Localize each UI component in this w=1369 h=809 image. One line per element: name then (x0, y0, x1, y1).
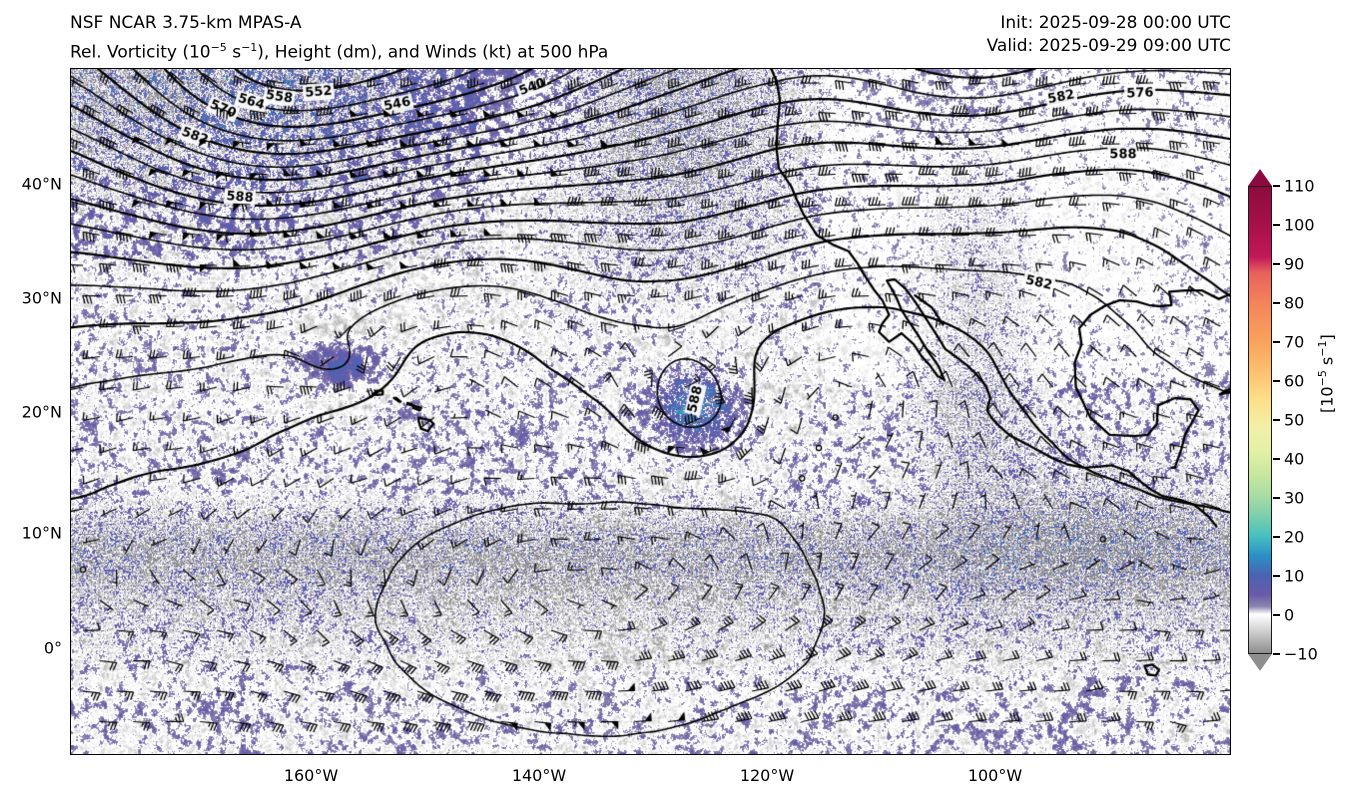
valid-time-label: Valid: 2025-09-29 09:00 UTC (986, 36, 1231, 56)
colorbar-tick-mark (1273, 653, 1280, 655)
colorbar-tick-mark (1273, 536, 1280, 538)
colorbar-tick-mark (1273, 380, 1280, 382)
colorbar-tick-label: 0 (1284, 605, 1295, 625)
colorbar-unit-label: [10−5 s−1] (1316, 334, 1336, 413)
field-title-pre: Rel. Vorticity (10 (70, 42, 211, 63)
colorbar-tick-mark (1273, 458, 1280, 460)
colorbar-tick-label: 110 (1284, 176, 1315, 196)
colorbar-tick-mark (1273, 185, 1280, 187)
colorbar-tick-label: 20 (1284, 527, 1305, 547)
title-block: NSF NCAR 3.75-km MPAS-A Rel. Vorticity (… (70, 12, 770, 66)
init-time-label: Init: 2025-09-28 00:00 UTC (1000, 13, 1231, 33)
colorbar-tick-label: 40 (1284, 449, 1305, 469)
longitude-tick-label: 100°W (967, 766, 1023, 785)
cbar-unit-post: ] (1317, 334, 1337, 341)
field-title-exponent-1: −5 (210, 41, 227, 54)
colorbar-gradient (1248, 186, 1272, 654)
longitude-tick-label: 160°W (283, 766, 339, 785)
model-title: NSF NCAR 3.75-km MPAS-A (70, 13, 302, 33)
cbar-unit-exponent-2: −1 (1316, 340, 1329, 357)
field-title-mid: s (226, 42, 242, 63)
cbar-unit-mid: s (1317, 356, 1337, 371)
colorbar-tick-label: 50 (1284, 410, 1305, 430)
cbar-unit-exponent-1: −5 (1316, 370, 1329, 387)
colorbar-tick-label: 100 (1284, 215, 1315, 235)
latitude-tick-label: 20°N (21, 402, 62, 422)
colorbar-extend-min-arrow (1248, 654, 1272, 671)
colorbar-tick-label: 60 (1284, 371, 1305, 391)
longitude-tick-label: 120°W (739, 766, 795, 785)
colorbar-tick-mark (1273, 497, 1280, 499)
colorbar-tick-mark (1273, 614, 1280, 616)
colorbar-tick-label: 90 (1284, 254, 1305, 274)
colorbar-tick-mark (1273, 341, 1280, 343)
field-title-exponent-2: −1 (241, 41, 258, 54)
vorticity-height-wind-map (71, 69, 1230, 754)
colorbar: 110 100 90 80 70 60 50 40 30 20 10 0 −10 (1248, 169, 1318, 671)
field-title: Rel. Vorticity (10−5 s−1), Height (dm), … (70, 35, 770, 66)
colorbar-extend-max-arrow (1248, 169, 1272, 186)
map-plot-area (70, 68, 1231, 755)
latitude-tick-label: 10°N (21, 523, 62, 543)
latitude-tick-label: 30°N (21, 288, 62, 308)
field-title-post: ), Height (dm), and Winds (kt) at 500 hP… (257, 42, 609, 63)
colorbar-tick-mark (1273, 263, 1280, 265)
longitude-tick-label: 140°W (511, 766, 567, 785)
time-stamp-block: Init: 2025-09-28 00:00 UTC Valid: 2025-0… (987, 12, 1231, 58)
colorbar-tick-mark (1273, 302, 1280, 304)
colorbar-tick-label: 80 (1284, 293, 1305, 313)
colorbar-tick-mark (1273, 419, 1280, 421)
latitude-tick-label: 40°N (21, 174, 62, 194)
colorbar-tick-label: 10 (1284, 566, 1305, 586)
cbar-unit-pre: [10 (1317, 386, 1337, 413)
colorbar-tick-label: 70 (1284, 332, 1305, 352)
colorbar-tick-mark (1273, 575, 1280, 577)
colorbar-tick-mark (1273, 224, 1280, 226)
colorbar-tick-label: −10 (1284, 644, 1318, 664)
latitude-tick-label: 0° (43, 638, 62, 658)
colorbar-tick-label: 30 (1284, 488, 1305, 508)
